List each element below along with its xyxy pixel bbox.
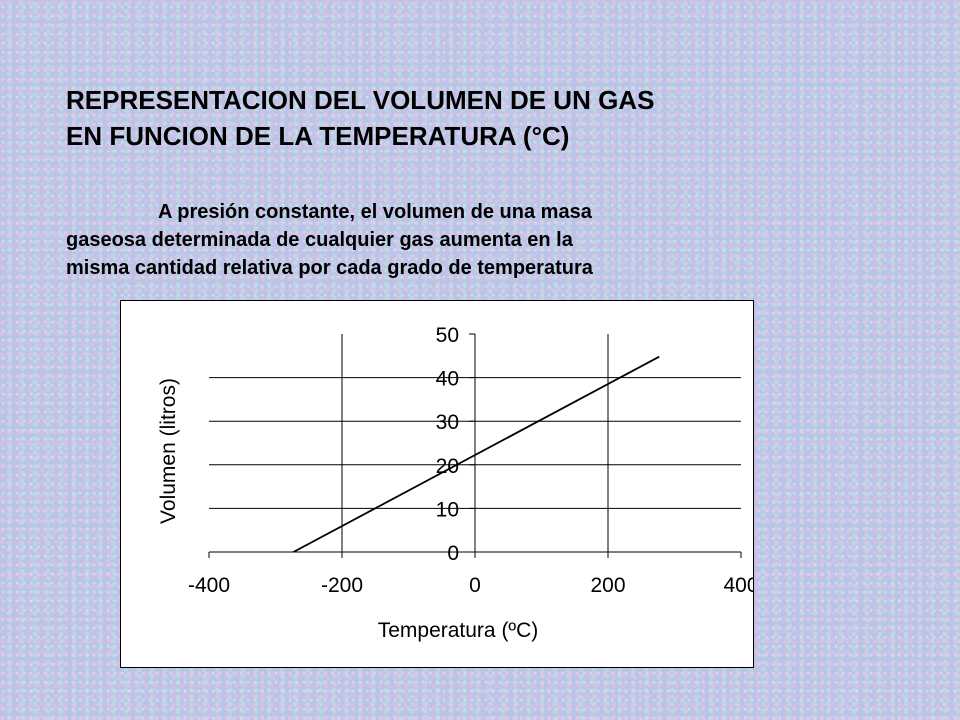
y-tick-label: 0 — [447, 542, 459, 565]
body-line-1: A presión constante, el volumen de una m… — [158, 201, 592, 223]
axes — [208, 333, 742, 558]
title-line-2: EN FUNCION DE LA TEMPERATURA (°C) — [66, 121, 570, 151]
slide-title: REPRESENTACION DEL VOLUMEN DE UN GAS EN … — [66, 82, 826, 154]
y-tick-label: 40 — [436, 368, 459, 391]
slide-body-text: A presión constante, el volumen de una m… — [66, 198, 806, 282]
title-line-1: REPRESENTACION DEL VOLUMEN DE UN GAS — [66, 85, 655, 115]
y-axis-title: Volumen (litros) — [157, 378, 180, 524]
x-tick-label: 200 — [590, 574, 625, 597]
body-line-2: gaseosa determinada de cualquier gas aum… — [66, 229, 573, 251]
y-tick-label: 30 — [436, 411, 459, 434]
x-tick-label: -400 — [188, 574, 230, 597]
x-tick-label: 0 — [469, 574, 481, 597]
series — [293, 355, 660, 553]
y-tick-label: 50 — [436, 324, 459, 347]
series-line — [293, 355, 660, 553]
body-line-3: misma cantidad relativa por cada grado d… — [66, 257, 593, 279]
x-axis-title: Temperatura (ºC) — [378, 619, 539, 642]
x-tick-label: -200 — [321, 574, 363, 597]
x-tick-label: 400 — [723, 574, 753, 597]
chart-container: -400 -200 0 200 400 0 10 20 30 40 50 Temperatura (… — [120, 300, 759, 668]
y-tick-label: 10 — [436, 498, 459, 521]
